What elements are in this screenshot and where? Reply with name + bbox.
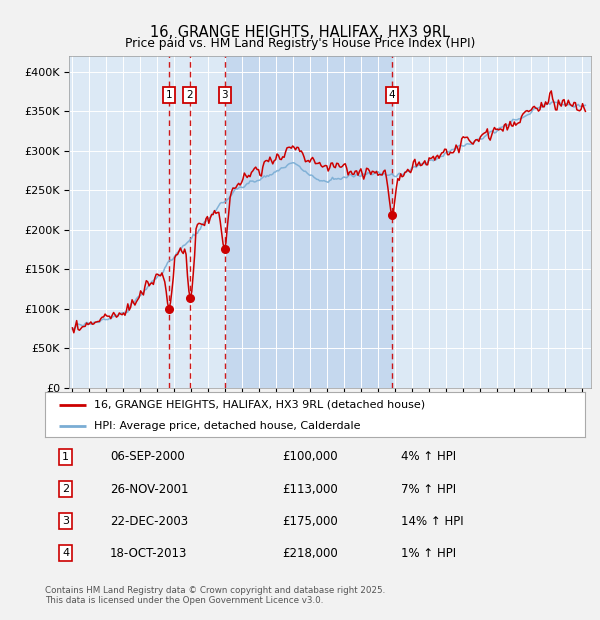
Text: £218,000: £218,000 (283, 547, 338, 560)
Text: £100,000: £100,000 (283, 451, 338, 463)
Text: 1: 1 (62, 452, 69, 462)
Text: 1: 1 (166, 91, 172, 100)
Text: 16, GRANGE HEIGHTS, HALIFAX, HX3 9RL: 16, GRANGE HEIGHTS, HALIFAX, HX3 9RL (150, 25, 450, 40)
Text: Price paid vs. HM Land Registry's House Price Index (HPI): Price paid vs. HM Land Registry's House … (125, 37, 475, 50)
Text: 3: 3 (62, 516, 69, 526)
Text: HPI: Average price, detached house, Calderdale: HPI: Average price, detached house, Cald… (94, 421, 360, 431)
Text: £175,000: £175,000 (283, 515, 338, 528)
Text: 22-DEC-2003: 22-DEC-2003 (110, 515, 188, 528)
Text: 14% ↑ HPI: 14% ↑ HPI (401, 515, 464, 528)
Text: 16, GRANGE HEIGHTS, HALIFAX, HX3 9RL (detached house): 16, GRANGE HEIGHTS, HALIFAX, HX3 9RL (de… (94, 400, 425, 410)
Text: 26-NOV-2001: 26-NOV-2001 (110, 482, 188, 495)
Text: £113,000: £113,000 (283, 482, 338, 495)
Text: 4: 4 (62, 548, 69, 558)
Text: 1% ↑ HPI: 1% ↑ HPI (401, 547, 457, 560)
Text: 4% ↑ HPI: 4% ↑ HPI (401, 451, 457, 463)
Text: 7% ↑ HPI: 7% ↑ HPI (401, 482, 457, 495)
Bar (225, 56, 392, 388)
Text: 06-SEP-2000: 06-SEP-2000 (110, 451, 185, 463)
Text: 3: 3 (221, 91, 228, 100)
Text: Contains HM Land Registry data © Crown copyright and database right 2025.
This d: Contains HM Land Registry data © Crown c… (45, 586, 385, 605)
Text: 2: 2 (62, 484, 69, 494)
Text: 2: 2 (187, 91, 193, 100)
Text: 4: 4 (389, 91, 395, 100)
Text: 18-OCT-2013: 18-OCT-2013 (110, 547, 187, 560)
